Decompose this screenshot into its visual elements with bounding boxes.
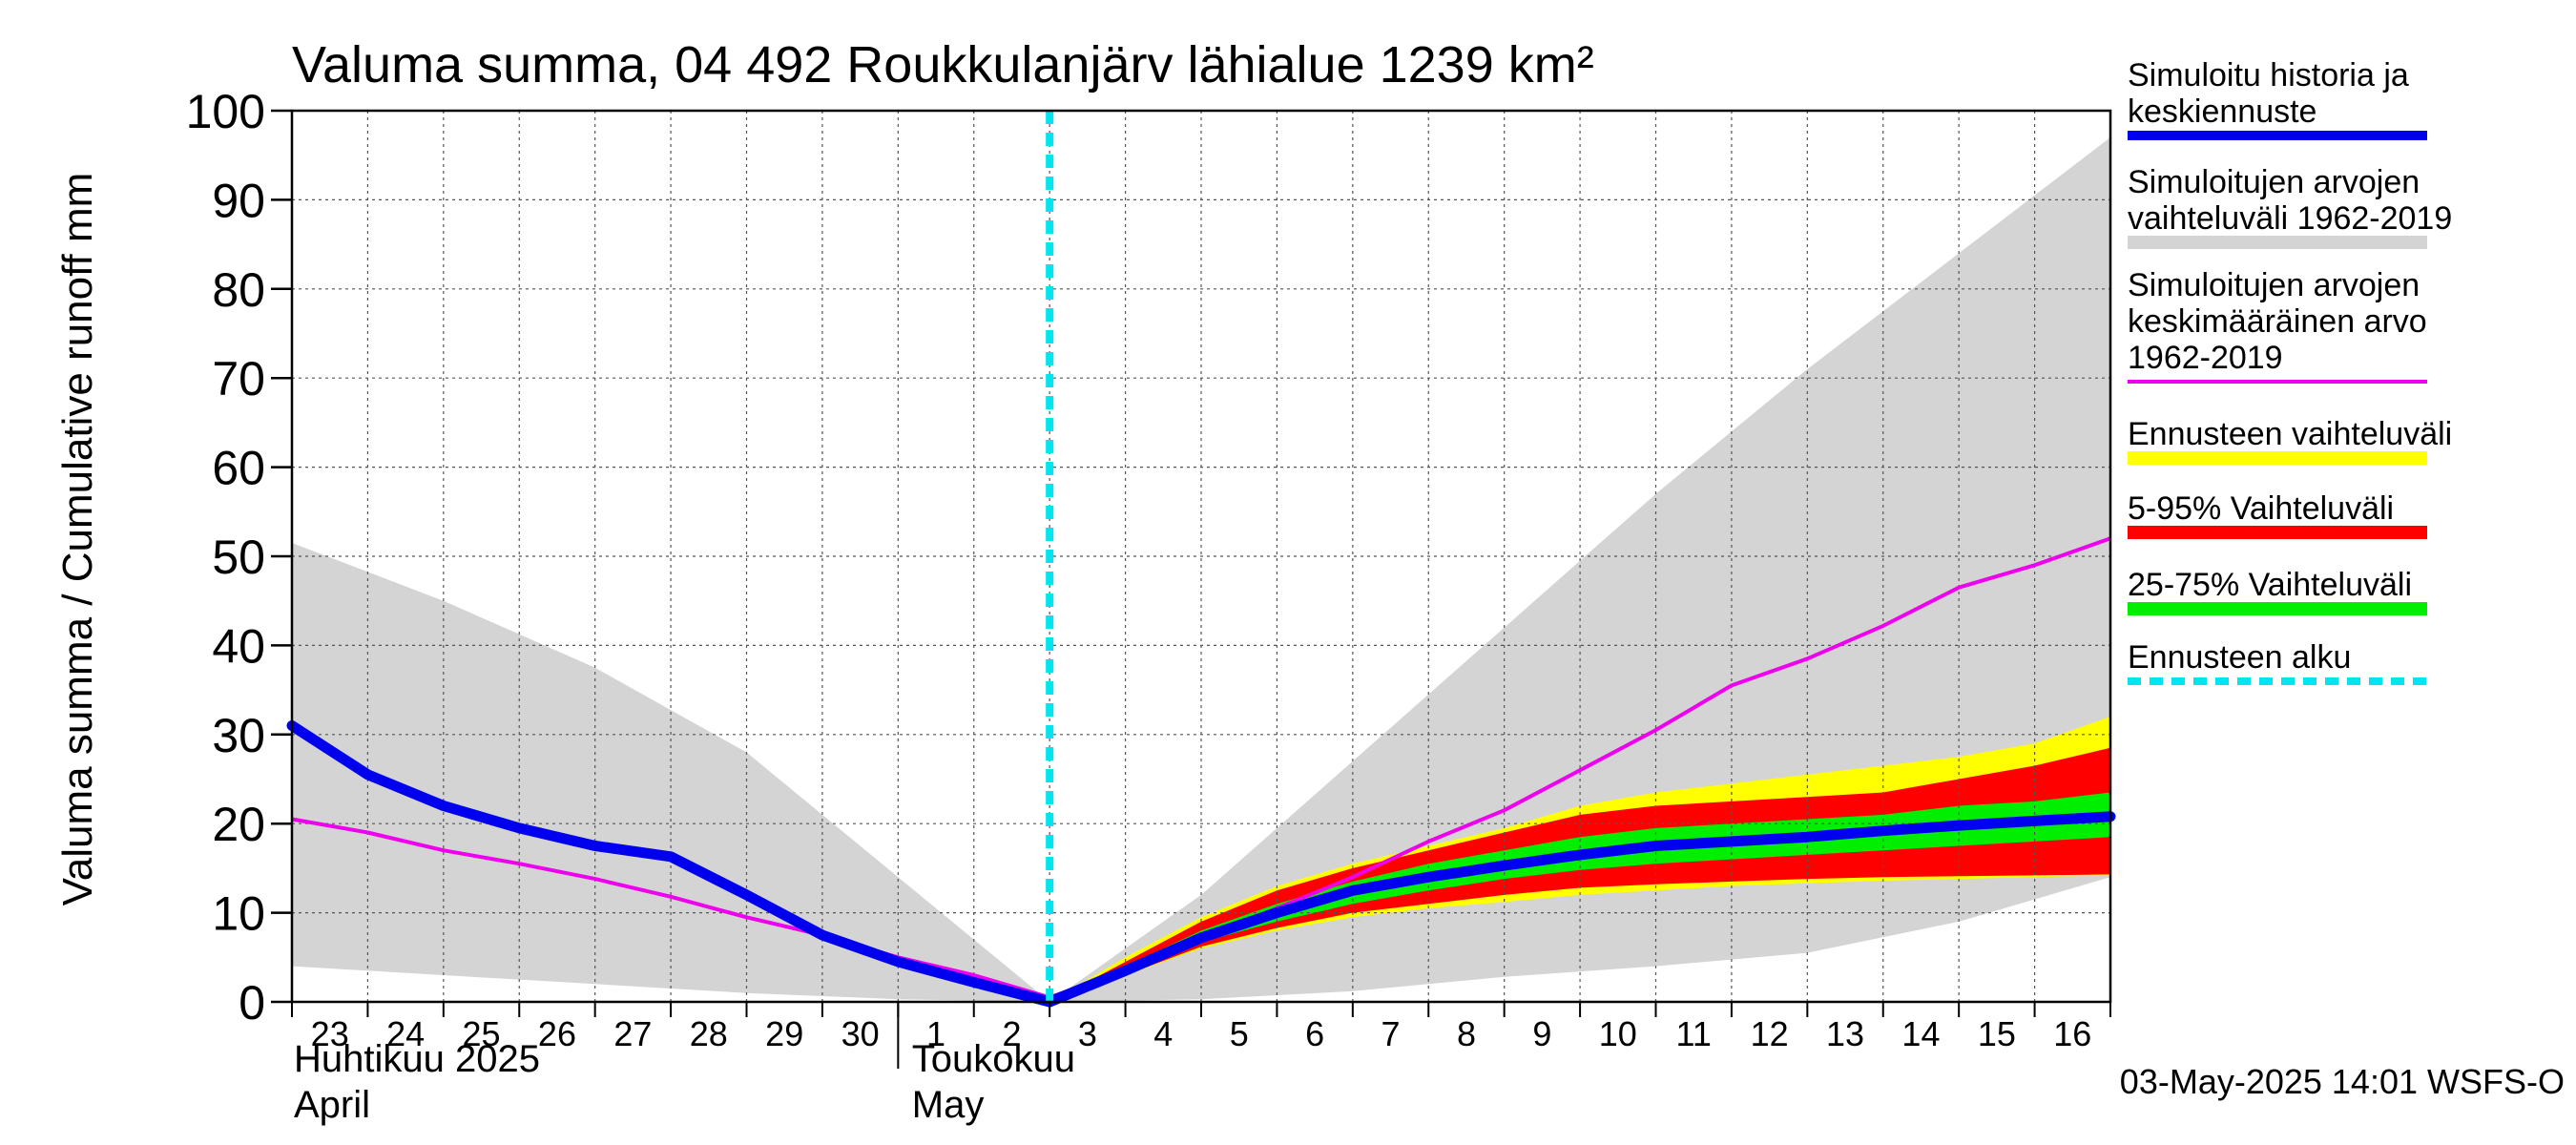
legend-label: vaihteluväli 1962-2019: [2128, 200, 2452, 237]
y-tick-label: 100: [186, 85, 265, 138]
y-tick-label: 70: [212, 352, 265, 406]
x-tick-label: 6: [1305, 1014, 1324, 1053]
y-tick-label: 40: [212, 619, 265, 673]
month-label-en: April: [294, 1084, 370, 1126]
legend-label: Simuloitujen arvojen: [2128, 267, 2420, 303]
x-tick-label: 4: [1153, 1014, 1173, 1053]
x-tick-label: 9: [1532, 1014, 1551, 1053]
y-tick-label: 80: [212, 263, 265, 317]
y-tick-label: 60: [212, 442, 265, 495]
y-tick-label: 10: [212, 887, 265, 941]
x-tick-label: 5: [1230, 1014, 1249, 1053]
p25-75-band: [1049, 792, 2110, 1002]
legend-label: Simuloitu historia ja: [2128, 57, 2409, 94]
y-tick-label: 20: [212, 798, 265, 851]
y-tick-label: 50: [212, 531, 265, 584]
legend-label: 25-75% Vaihteluväli: [2128, 567, 2412, 603]
x-tick-label: 27: [613, 1014, 652, 1053]
month-label-en: May: [912, 1084, 985, 1126]
x-tick-label: 7: [1381, 1014, 1401, 1053]
legend-label: keskiennuste: [2128, 94, 2316, 130]
x-tick-label: 24: [386, 1014, 425, 1053]
x-tick-label: 26: [538, 1014, 576, 1053]
month-label-fi: Toukokuu: [912, 1038, 1075, 1080]
y-axis-label: Valuma summa / Cumulative runoff mm: [54, 173, 101, 906]
x-tick-label: 28: [690, 1014, 728, 1053]
legend-label: Simuloitujen arvojen: [2128, 164, 2420, 200]
month-label-fi: Huhtikuu 2025: [294, 1038, 540, 1080]
x-tick-label: 12: [1751, 1014, 1789, 1053]
legend-label: Ennusteen vaihteluväli: [2128, 416, 2452, 452]
grid-lines: [292, 110, 2110, 1002]
x-tick-label: 2: [1002, 1014, 1021, 1053]
legend-label: 1962-2019: [2128, 340, 2283, 376]
y-tick-label: 0: [239, 976, 265, 1030]
x-tick-label: 25: [463, 1014, 501, 1053]
x-tick-label: 15: [1978, 1014, 2016, 1053]
x-tick-label: 14: [1901, 1014, 1940, 1053]
x-tick-label: 1: [926, 1014, 945, 1053]
chart-title: Valuma summa, 04 492 Roukkulanjärv lähia…: [292, 36, 1594, 94]
x-tick-label: 11: [1676, 1014, 1712, 1053]
y-tick-label: 30: [212, 709, 265, 762]
y-tick-label: 90: [212, 174, 265, 227]
legend-label: keskimääräinen arvo: [2128, 303, 2427, 340]
median-forecast-line: [286, 720, 2116, 1008]
x-tick-label: 30: [841, 1014, 880, 1053]
timestamp-label: 03-May-2025 14:01 WSFS-O: [2120, 1062, 2565, 1101]
x-tick-label: 13: [1826, 1014, 1864, 1053]
legend-label: 5-95% Vaihteluväli: [2128, 490, 2394, 527]
series-lines: [286, 111, 2116, 1008]
x-tick-label: 8: [1457, 1014, 1476, 1053]
x-tick-label: 23: [311, 1014, 349, 1053]
x-tick-label: 16: [2053, 1014, 2091, 1053]
x-tick-label: 3: [1078, 1014, 1097, 1053]
x-tick-label: 10: [1599, 1014, 1637, 1053]
x-tick-label: 29: [765, 1014, 803, 1053]
legend-label: Ennusteen alku: [2128, 639, 2351, 676]
